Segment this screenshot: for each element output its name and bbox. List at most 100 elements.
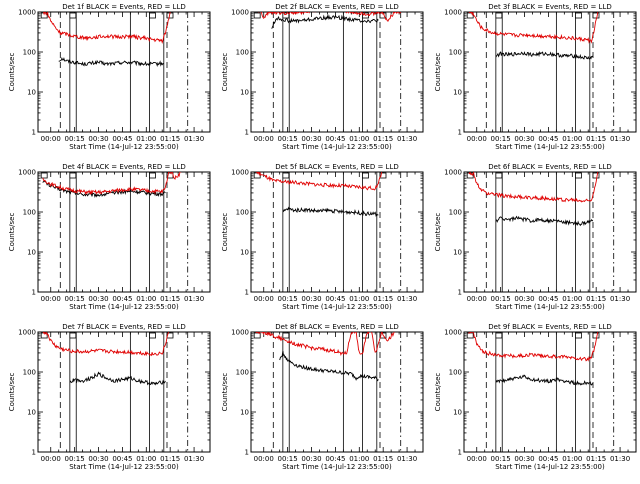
y-tick-label: 1000 [231, 9, 249, 17]
y-tick-label: 100 [236, 49, 249, 57]
plot-frame [250, 11, 424, 133]
segment-flag [495, 12, 503, 19]
y-tick-label: 100 [449, 369, 462, 377]
y-axis-label: Counts/sec [8, 213, 16, 252]
x-tick-label: 01:30 [610, 295, 630, 303]
y-tick-label: 1 [245, 129, 249, 137]
y-tick-label: 1 [32, 129, 36, 137]
x-tick-label: 01:15 [373, 295, 393, 303]
x-tick-label: 01:00 [349, 455, 369, 463]
events-series-line [42, 180, 166, 198]
x-tick-label: 00:30 [301, 455, 321, 463]
x-tick-label: 01:30 [184, 295, 204, 303]
x-tick-label: 01:00 [136, 455, 156, 463]
y-axis-label: Counts/sec [8, 373, 16, 412]
segment-flag [149, 172, 156, 179]
chart-panel-3: Det 3f BLACK = Events, RED = LLD 1 10 100 10… [434, 3, 637, 151]
x-tick-label: 01:30 [610, 135, 630, 143]
x-axis-label: Start Time (14-Jul-12 23:55:00) [69, 463, 179, 471]
segment-flag [466, 332, 474, 339]
x-tick-label: 01:30 [397, 295, 417, 303]
y-tick-label: 10 [27, 89, 36, 97]
x-tick-label: 01:30 [397, 135, 417, 143]
y-tick-label: 10 [27, 249, 36, 257]
x-tick-label: 00:00 [254, 135, 274, 143]
lld-series-line [468, 332, 599, 362]
chart-title: Det 3f BLACK = Events, RED = LLD [488, 3, 611, 11]
events-series-line [271, 14, 379, 29]
events-series-line [279, 351, 379, 382]
y-tick-label: 10 [240, 89, 249, 97]
plot-frame [463, 11, 637, 133]
x-axis-label: Start Time (14-Jul-12 23:55:00) [282, 463, 392, 471]
lld-series-line [255, 172, 383, 191]
y-tick-label: 10 [453, 249, 462, 257]
chart-title: Det 1f BLACK = Events, RED = LLD [62, 3, 185, 11]
x-tick-label: 00:45 [112, 455, 132, 463]
segment-flag [592, 172, 600, 179]
plot-frame [250, 331, 424, 453]
x-tick-label: 01:00 [349, 135, 369, 143]
chart-title: Det 4f BLACK = Events, RED = LLD [62, 163, 185, 171]
y-tick-label: 1000 [18, 9, 36, 17]
chart-panel-1: Det 1f BLACK = Events, RED = LLD 1 10 100 10… [8, 3, 211, 151]
y-tick-label: 100 [449, 209, 462, 217]
x-tick-label: 01:15 [373, 455, 393, 463]
y-tick-label: 1 [32, 289, 36, 297]
x-tick-label: 00:00 [41, 135, 61, 143]
x-tick-label: 01:30 [397, 455, 417, 463]
chart-panel-4: Det 4f BLACK = Events, RED = LLD 1 10 100 10… [8, 163, 211, 311]
x-tick-label: 00:15 [491, 455, 511, 463]
segment-flag [362, 172, 369, 179]
series-group [468, 12, 599, 60]
x-tick-label: 01:15 [586, 135, 606, 143]
y-tick-label: 100 [236, 209, 249, 217]
x-tick-label: 00:15 [65, 135, 85, 143]
segment-flag [149, 332, 156, 339]
series-group [42, 332, 170, 386]
y-tick-label: 1000 [444, 329, 462, 337]
chart-title: Det 6f BLACK = Events, RED = LLD [488, 163, 611, 171]
plot-frame [37, 11, 211, 133]
y-tick-label: 1000 [18, 329, 36, 337]
segment-flag [282, 12, 290, 19]
events-series-line [495, 50, 594, 60]
x-tick-label: 00:45 [538, 135, 558, 143]
lld-series-line [255, 12, 402, 22]
x-tick-label: 00:00 [254, 455, 274, 463]
y-axis-label: Counts/sec [221, 53, 229, 92]
segment-flag [69, 12, 77, 19]
y-axis-label: Counts/sec [434, 53, 442, 92]
y-axis-label: Counts/sec [221, 213, 229, 252]
segment-flag [69, 172, 77, 179]
x-tick-label: 00:30 [514, 135, 534, 143]
x-tick-label: 01:15 [160, 295, 180, 303]
y-tick-label: 100 [23, 49, 36, 57]
y-tick-label: 10 [453, 89, 462, 97]
x-tick-label: 00:30 [301, 135, 321, 143]
events-series-line [495, 374, 594, 386]
x-axis-label: Start Time (14-Jul-12 23:55:00) [282, 303, 392, 311]
x-axis-label: Start Time (14-Jul-12 23:55:00) [282, 143, 392, 151]
events-series-line [69, 371, 166, 386]
y-tick-label: 1 [458, 289, 462, 297]
lld-series-line [42, 332, 170, 357]
plot-frame [463, 331, 637, 453]
chart-title: Det 2f BLACK = Events, RED = LLD [275, 3, 398, 11]
x-tick-label: 00:45 [325, 295, 345, 303]
series-group [42, 172, 182, 198]
segment-flag [40, 172, 48, 179]
x-tick-label: 00:15 [65, 455, 85, 463]
y-tick-label: 1 [458, 449, 462, 457]
x-tick-label: 00:30 [301, 295, 321, 303]
y-axis-label: Counts/sec [434, 373, 442, 412]
x-tick-label: 01:15 [586, 295, 606, 303]
x-tick-label: 00:15 [278, 295, 298, 303]
y-tick-label: 1 [245, 289, 249, 297]
chart-panel-6: Det 6f BLACK = Events, RED = LLD 1 10 100 10… [434, 163, 637, 311]
lld-series-line [43, 12, 171, 45]
x-tick-label: 00:30 [88, 455, 108, 463]
y-axis-label: Counts/sec [8, 53, 16, 92]
series-group [255, 12, 402, 29]
